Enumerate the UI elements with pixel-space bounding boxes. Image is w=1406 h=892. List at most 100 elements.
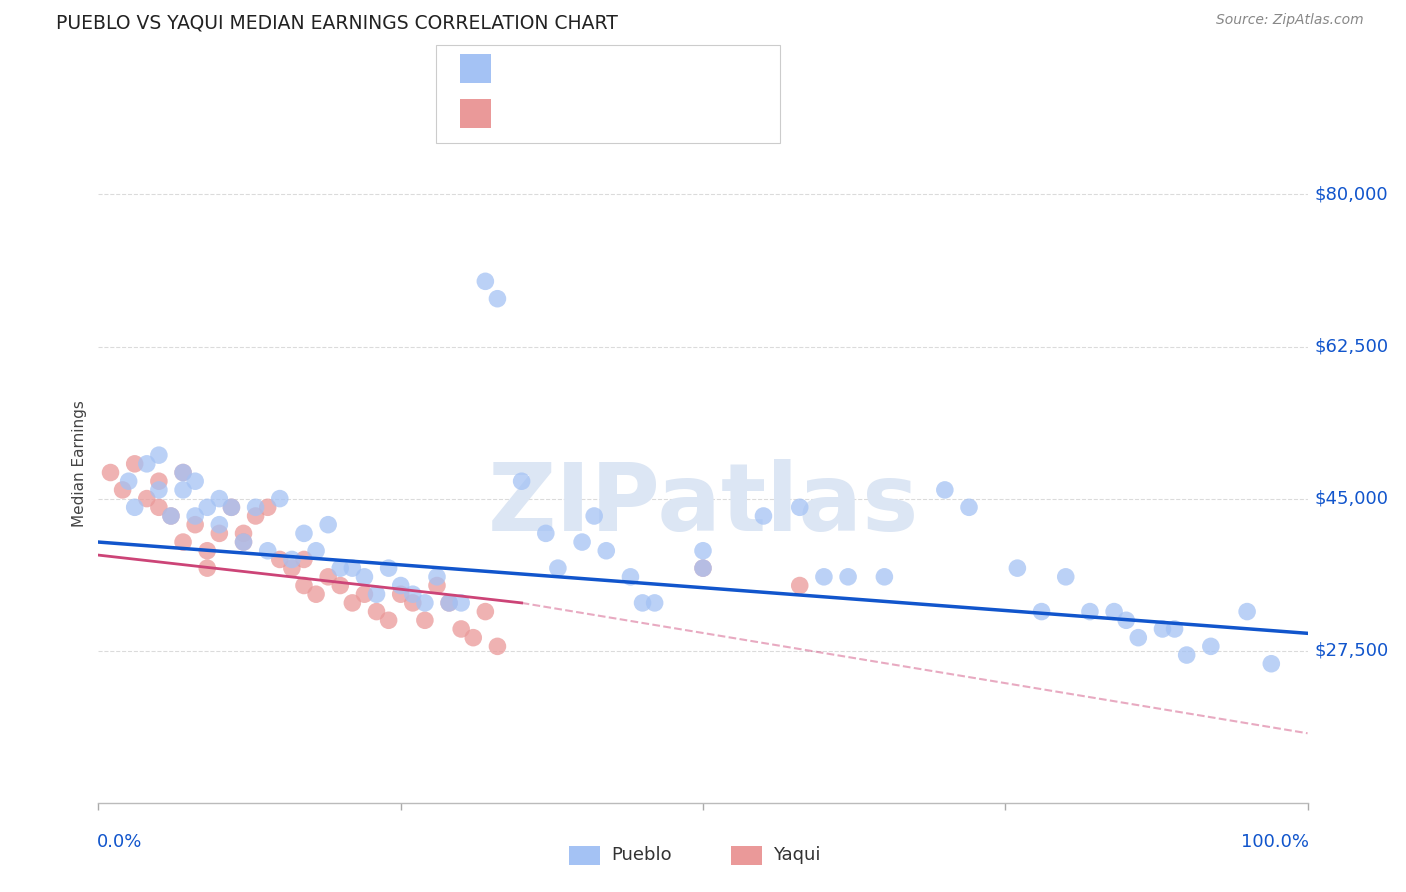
Text: N =: N =	[620, 60, 678, 78]
Point	[534, 526, 557, 541]
Text: -0.144: -0.144	[547, 104, 612, 122]
Point	[111, 483, 134, 497]
Point	[377, 613, 399, 627]
Point	[752, 508, 775, 523]
Point	[1163, 622, 1185, 636]
Point	[124, 457, 146, 471]
Point	[547, 561, 569, 575]
Text: $80,000: $80,000	[1315, 186, 1388, 203]
Text: N =: N =	[620, 104, 678, 122]
Point	[692, 561, 714, 575]
Point	[148, 474, 170, 488]
Point	[160, 508, 183, 523]
Point	[463, 631, 485, 645]
Point	[619, 570, 641, 584]
Point	[269, 491, 291, 506]
Point	[474, 605, 496, 619]
Point	[437, 596, 460, 610]
Point	[148, 483, 170, 497]
Point	[281, 561, 304, 575]
Point	[934, 483, 956, 497]
Text: ZIPatlas: ZIPatlas	[488, 458, 918, 550]
Point	[813, 570, 835, 584]
Point	[1102, 605, 1125, 619]
Point	[1115, 613, 1137, 627]
Point	[1078, 605, 1101, 619]
Point	[232, 535, 254, 549]
Point	[450, 622, 472, 636]
Point	[172, 535, 194, 549]
Point	[342, 596, 364, 610]
Point	[413, 596, 436, 610]
Point	[135, 491, 157, 506]
Point	[124, 500, 146, 515]
Point	[426, 570, 449, 584]
Point	[208, 491, 231, 506]
Point	[377, 561, 399, 575]
Text: $62,500: $62,500	[1315, 337, 1389, 356]
Point	[329, 561, 352, 575]
Point	[474, 274, 496, 288]
Point	[389, 587, 412, 601]
Point	[160, 508, 183, 523]
Point	[1152, 622, 1174, 636]
Point	[353, 570, 375, 584]
Text: 100.0%: 100.0%	[1240, 833, 1309, 851]
Text: Pueblo: Pueblo	[612, 847, 672, 864]
Text: $45,000: $45,000	[1315, 490, 1389, 508]
Point	[366, 605, 388, 619]
Point	[486, 640, 509, 654]
Point	[873, 570, 896, 584]
Point	[402, 587, 425, 601]
Text: $27,500: $27,500	[1315, 641, 1389, 660]
Point	[292, 578, 315, 592]
Point	[1054, 570, 1077, 584]
Point	[644, 596, 666, 610]
Text: R =: R =	[505, 104, 544, 122]
Point	[402, 596, 425, 610]
Point	[292, 552, 315, 566]
Point	[1236, 605, 1258, 619]
Point	[256, 500, 278, 515]
Point	[208, 526, 231, 541]
Point	[450, 596, 472, 610]
Text: R =: R =	[505, 60, 544, 78]
Point	[172, 466, 194, 480]
Point	[292, 526, 315, 541]
Point	[100, 466, 122, 480]
Point	[692, 561, 714, 575]
Text: Yaqui: Yaqui	[773, 847, 821, 864]
Point	[389, 578, 412, 592]
Text: Source: ZipAtlas.com: Source: ZipAtlas.com	[1216, 13, 1364, 28]
Point	[571, 535, 593, 549]
Point	[366, 587, 388, 601]
Point	[232, 535, 254, 549]
Point	[837, 570, 859, 584]
Point	[256, 543, 278, 558]
Point	[172, 483, 194, 497]
Point	[118, 474, 141, 488]
Point	[245, 500, 267, 515]
Point	[221, 500, 243, 515]
Point	[789, 578, 811, 592]
Point	[305, 543, 328, 558]
Y-axis label: Median Earnings: Median Earnings	[72, 401, 87, 527]
Point	[595, 543, 617, 558]
Point	[232, 526, 254, 541]
Point	[413, 613, 436, 627]
Point	[631, 596, 654, 610]
Point	[195, 543, 218, 558]
Point	[184, 474, 207, 488]
Point	[148, 448, 170, 462]
Point	[583, 508, 606, 523]
Point	[1128, 631, 1150, 645]
Point	[221, 500, 243, 515]
Point	[316, 517, 339, 532]
Point	[510, 474, 533, 488]
Text: 40: 40	[671, 104, 696, 122]
Point	[1007, 561, 1029, 575]
Point	[305, 587, 328, 601]
Point	[692, 543, 714, 558]
Point	[135, 457, 157, 471]
Point	[437, 596, 460, 610]
